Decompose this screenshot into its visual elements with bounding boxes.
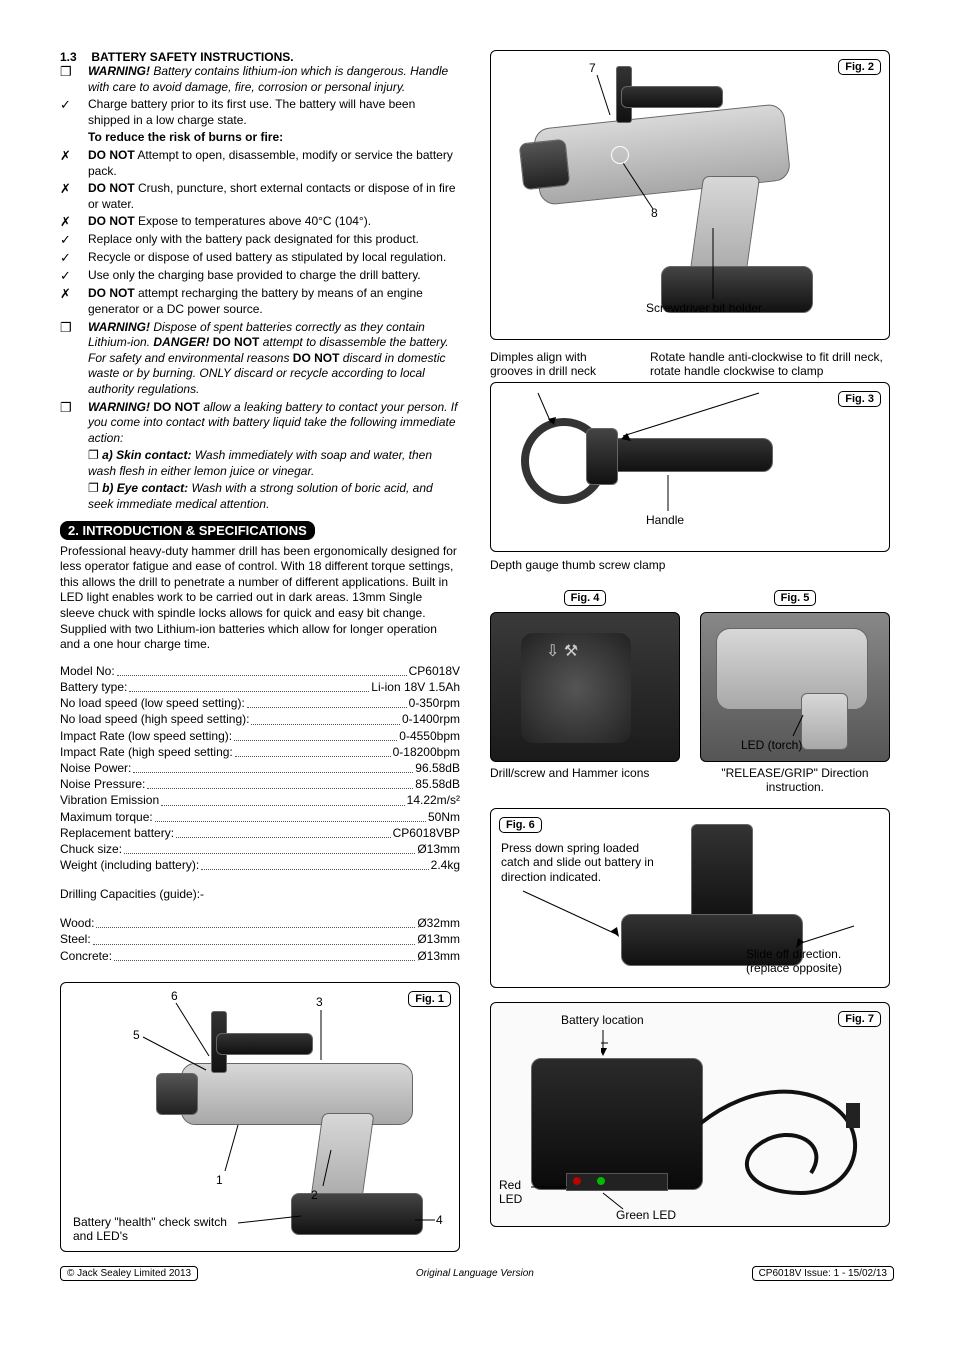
fig3-below: Depth gauge thumb screw clamp [490, 558, 890, 572]
figure-3: Fig. 3 Handle [490, 382, 890, 552]
bullet-item: ✓Replace only with the battery pack desi… [60, 232, 460, 248]
fig1-n5: 5 [133, 1028, 140, 1042]
drill-cap-title: Drilling Capacities (guide):- [60, 887, 460, 901]
intro-text: Professional heavy-duty hammer drill has… [60, 544, 460, 653]
spec-row: Impact Rate (low speed setting):0-4550bp… [60, 728, 460, 744]
fig5-led: LED (torch) [741, 738, 802, 752]
spec-row: No load speed (low speed setting):0-350r… [60, 695, 460, 711]
fig3-right-caption: Rotate handle anti-clockwise to fit dril… [650, 350, 890, 378]
spec-row: Concrete:Ø13mm [60, 948, 460, 964]
spec-row: No load speed (high speed setting):0-140… [60, 711, 460, 727]
figure-2: Fig. 2 7 8 Screwdriver bit holder [490, 50, 890, 340]
bullet-item: ✗DO NOT Attempt to open, disassemble, mo… [60, 148, 460, 179]
spec-row: Weight (including battery):2.4kg [60, 857, 460, 873]
fig3-label: Fig. 3 [838, 391, 881, 407]
figure-4: ⇩ ⚒ [490, 612, 680, 762]
section-num: 1.3 [60, 50, 88, 64]
spec-row: Noise Pressure:85.58dB [60, 776, 460, 792]
section-1-3: 1.3 BATTERY SAFETY INSTRUCTIONS. ❐WARNIN… [60, 50, 460, 513]
bullet-item: ✓Recycle or dispose of used battery as s… [60, 250, 460, 266]
footer-right: CP6018V Issue: 1 - 15/02/13 [752, 1266, 894, 1281]
spec-row: Noise Power:96.58dB [60, 760, 460, 776]
figure-5: LED (torch) [700, 612, 890, 762]
bullet-item: ✗DO NOT attempt recharging the battery b… [60, 286, 460, 317]
fig6-slide: Slide off direction. (replace opposite) [746, 947, 876, 976]
footer: © Jack Sealey Limited 2013 Original Lang… [60, 1266, 894, 1281]
fig1-label: Fig. 1 [408, 991, 451, 1007]
fig4-label: Fig. 4 [564, 590, 607, 606]
section-title: BATTERY SAFETY INSTRUCTIONS. [91, 50, 293, 64]
bullet-item: ✗DO NOT Crush, puncture, short external … [60, 181, 460, 212]
bullet-item: To reduce the risk of burns or fire: [60, 130, 460, 146]
bullet-item: ❐ b) Eye contact: Wash with a strong sol… [60, 481, 460, 512]
fig6-label: Fig. 6 [499, 817, 542, 833]
fig4-caption: Drill/screw and Hammer icons [490, 766, 680, 780]
figure-6: Fig. 6 Press down spring loaded catch an… [490, 808, 890, 988]
fig1-caption: Battery "health" check switch and LED's [73, 1215, 233, 1244]
spec-row: Chuck size:Ø13mm [60, 841, 460, 857]
spec-row: Battery type:Li-ion 18V 1.5Ah [60, 679, 460, 695]
footer-left: © Jack Sealey Limited 2013 [60, 1266, 198, 1281]
bullet-item: ✓Charge battery prior to its first use. … [60, 97, 460, 128]
fig6-press: Press down spring loaded catch and slide… [501, 841, 661, 884]
fig3-left-caption: Dimples align with grooves in drill neck [490, 350, 630, 378]
fig2-caption: Screwdriver bit holder [646, 301, 762, 315]
fig3-handle: Handle [646, 513, 684, 527]
spec-table: Model No:CP6018VBattery type:Li-ion 18V … [60, 663, 460, 873]
bullet-item: ✓Use only the charging base provided to … [60, 268, 460, 284]
bullet-item: ✗DO NOT Expose to temperatures above 40°… [60, 214, 460, 230]
bullet-item: ❐WARNING! Battery contains lithium-ion w… [60, 64, 460, 95]
figure-7: Fig. 7 Battery location Red LED Green LE… [490, 1002, 890, 1227]
fig5-caption: "RELEASE/GRIP" Direction instruction. [700, 766, 890, 794]
bullet-item: ❐WARNING! DO NOT allow a leaking battery… [60, 400, 460, 447]
fig7-red: Red LED [499, 1178, 529, 1207]
fig5-label: Fig. 5 [774, 590, 817, 606]
spec-row: Vibration Emission14.22m/s² [60, 792, 460, 808]
fig7-label: Fig. 7 [838, 1011, 881, 1027]
spec-row: Wood:Ø32mm [60, 915, 460, 931]
bullet-item: ❐ a) Skin contact: Wash immediately with… [60, 448, 460, 479]
section-2-bar: 2. INTRODUCTION & SPECIFICATIONS [60, 521, 315, 540]
spec-row: Replacement battery:CP6018VBP [60, 825, 460, 841]
spec-row: Maximum torque:50Nm [60, 809, 460, 825]
fig1-n1: 1 [216, 1173, 223, 1187]
spec-row: Steel:Ø13mm [60, 931, 460, 947]
fig2-label: Fig. 2 [838, 59, 881, 75]
spec-row: Impact Rate (high speed setting:0-18200b… [60, 744, 460, 760]
fig1-n2: 2 [311, 1188, 318, 1202]
figure-1: Fig. 1 6 5 3 1 2 4 Battery "health" chec… [60, 982, 460, 1252]
drill-cap-table: Wood:Ø32mmSteel:Ø13mmConcrete:Ø13mm [60, 915, 460, 964]
spec-row: Model No:CP6018V [60, 663, 460, 679]
bullet-item: ❐WARNING! Dispose of spent batteries cor… [60, 320, 460, 398]
fig7-loc: Battery location [561, 1013, 644, 1027]
footer-center: Original Language Version [416, 1268, 534, 1279]
